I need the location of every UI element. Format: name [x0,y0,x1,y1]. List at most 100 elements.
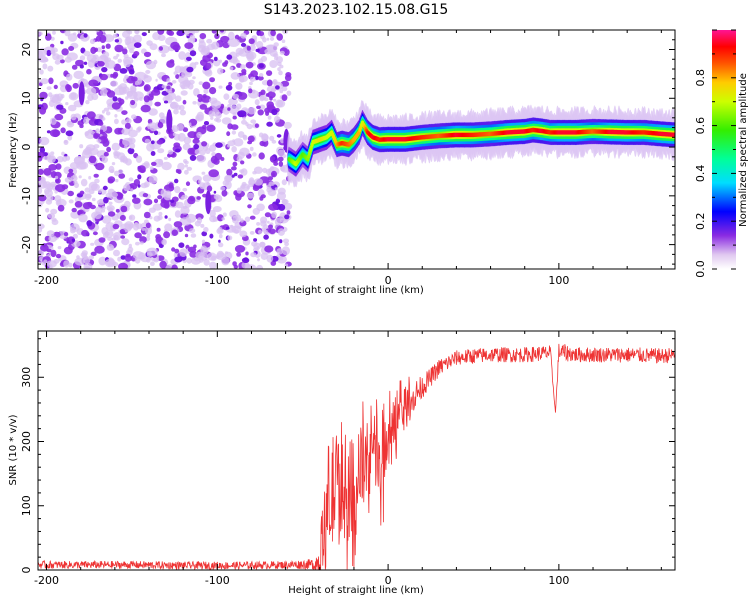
noise-blob [168,182,174,189]
noise-blob [46,248,52,253]
noise-blob [178,51,186,60]
noise-blob [171,229,178,236]
noise-blob [201,239,206,244]
noise-blob [66,73,73,81]
noise-blob [269,135,275,141]
noise-blob [93,144,100,149]
noise-blob [182,143,191,151]
noise-blob [231,130,237,135]
noise-blob [201,231,207,237]
noise-blob [148,207,156,213]
noise-blob [96,150,108,159]
noise-blob [248,88,253,94]
y-tick-label: 0 [20,144,33,151]
noise-blob [149,166,154,171]
y-tick-label: 200 [20,431,33,452]
noise-blob [134,30,140,34]
noise-blob [108,165,115,173]
noise-blob [130,188,134,192]
noise-blob [128,243,132,249]
noise-blob [68,46,75,51]
noise-blob [54,195,62,202]
y-tick-label: 10 [20,91,33,105]
noise-blob [186,213,197,223]
noise-blob [145,69,151,74]
noise-blob [273,53,279,58]
noise-blob [192,101,197,105]
noise-blob [166,85,171,90]
noise-blob [163,136,167,140]
noise-blob [98,237,106,243]
noise-blob [168,90,173,95]
noise-blob [263,229,268,235]
noise-blob [125,118,132,124]
noise-blob [130,99,136,106]
noise-blob [90,242,95,246]
noise-blob [200,47,210,56]
noise-blob [146,143,155,152]
noise-blob [227,38,240,47]
noise-blob [54,175,59,180]
y-tick-label: 300 [20,367,33,388]
noise-blob [203,259,210,266]
y-tick-label: 100 [20,495,33,516]
noise-blob [104,230,114,238]
noise-blob [175,201,184,209]
noise-blob [174,256,183,263]
noise-blob [239,218,244,223]
noise-blob [255,48,260,53]
noise-blob [84,131,89,137]
noise-blob [65,130,74,137]
noise-blob [204,69,213,77]
noise-blob [196,217,203,224]
noise-blob [101,205,106,211]
noise-blob [199,33,207,40]
noise-blob [175,104,182,110]
noise-blob [235,193,242,201]
noise-blob [269,36,275,41]
noise-blob [50,208,58,215]
noise-blob [63,232,69,237]
noise-blob [173,221,183,228]
noise-blob [141,32,147,37]
noise-blob [110,73,114,78]
noise-blob [210,100,222,109]
noise-blob [196,196,201,200]
noise-blob [279,212,287,221]
noise-blob [281,246,290,256]
noise-blob [40,244,49,252]
noise-blob [252,90,256,94]
noise-blob [202,81,211,90]
noise-blob [124,74,129,79]
noise-blob [87,129,93,134]
noise-blob [143,95,150,103]
noise-blob [252,207,260,215]
noise-blob [266,220,270,224]
noise-blob [281,179,287,186]
noise-blob [200,223,205,228]
noise-blob [148,108,158,116]
noise-blob [89,204,96,210]
noise-blob [50,117,57,126]
noise-blob [124,122,131,130]
snr-x-axis-label: Height of straight line (km) [288,585,424,596]
noise-blob [218,85,223,89]
noise-blob [116,195,123,200]
noise-blob [100,209,106,213]
noise-blob [102,30,106,33]
colorbar: 0.0 0.2 0.4 0.6 0.8 Normalized spectral ampl… [694,29,749,278]
noise-blob [127,42,136,51]
noise-blob [108,191,119,200]
noise-blob [203,88,209,94]
noise-blob [67,190,74,197]
noise-blob [246,53,255,62]
noise-blob [102,117,106,121]
noise-blob [202,248,209,254]
noise-blob [137,184,141,188]
noise-blob [92,231,98,236]
noise-blob [260,89,266,96]
noise-blob [209,77,216,83]
noise-blob [141,227,146,231]
noise-blob [184,169,189,175]
noise-blob [248,177,255,185]
